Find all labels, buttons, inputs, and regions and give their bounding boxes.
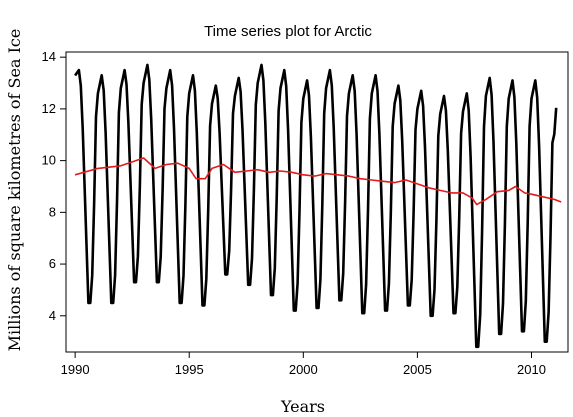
chart-title: Time series plot for Arctic (204, 23, 372, 40)
y-tick-label: 12 (42, 101, 56, 116)
x-tick-label: 2000 (289, 362, 318, 377)
plot-frame (65, 51, 569, 353)
series-layer (74, 63, 562, 349)
y-tick-label: 6 (49, 256, 56, 271)
x-tick-label: 1990 (61, 362, 90, 377)
plot-border (65, 51, 569, 353)
y-tick-label: 4 (49, 308, 56, 323)
annual-mean-line (74, 157, 562, 206)
y-tick-label: 8 (49, 204, 56, 219)
y-tick-label: 14 (42, 49, 56, 64)
x-tick-label: 2010 (517, 362, 546, 377)
y-axis: 4 6 8 10 12 14 (42, 49, 66, 323)
x-axis: 1990 1995 2000 2005 2010 (61, 352, 546, 377)
y-axis-label: Millions of square kilometres of Sea Ice (5, 29, 24, 352)
x-tick-label: 1995 (175, 362, 204, 377)
x-tick-label: 2005 (403, 362, 432, 377)
y-tick-label: 10 (42, 153, 56, 168)
x-axis-label: Years (280, 397, 325, 416)
monthly-extent-line (74, 63, 558, 349)
